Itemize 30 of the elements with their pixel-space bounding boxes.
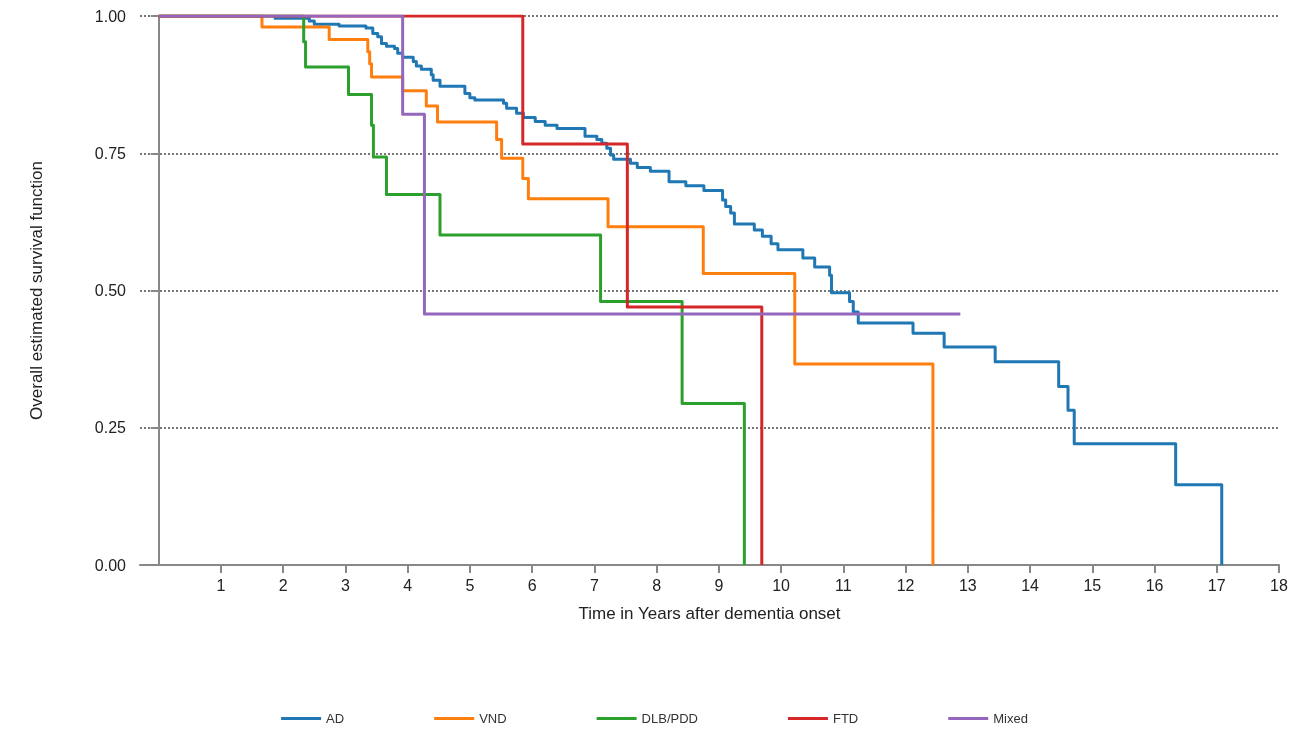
y-axis-title: Overall estimated survival function xyxy=(27,161,46,420)
x-tick-label: 14 xyxy=(1021,576,1040,594)
x-tick-label: 3 xyxy=(340,576,350,594)
x-tick-label: 2 xyxy=(278,576,288,594)
legend-label: FTD xyxy=(832,711,859,726)
x-tick-label: 1 xyxy=(216,576,226,594)
legend-label: AD xyxy=(326,711,345,726)
legend-label: Mixed xyxy=(993,711,1028,726)
x-tick-label: 4 xyxy=(403,576,413,594)
y-tick-label: 0.00 xyxy=(94,556,127,574)
x-tick-label: 13 xyxy=(958,576,977,594)
x-tick-label: 9 xyxy=(714,576,724,594)
x-tick-label: 11 xyxy=(835,576,852,594)
x-axis-title: Time in Years after dementia onset xyxy=(578,604,841,623)
x-tick-label: 12 xyxy=(896,576,915,594)
x-tick-label: 8 xyxy=(652,576,662,594)
x-tick-label: 16 xyxy=(1145,576,1164,594)
x-tick-label: 7 xyxy=(589,576,599,594)
y-tick-label: 0.75 xyxy=(94,144,127,162)
x-tick-label: 15 xyxy=(1083,576,1102,594)
x-tick-label: 5 xyxy=(465,576,475,594)
legend-label: DLB/PDD xyxy=(641,711,698,726)
x-tick-label: 18 xyxy=(1270,576,1288,594)
y-tick-label: 0.50 xyxy=(94,282,127,299)
legend-label: VND xyxy=(479,711,507,726)
x-tick-label: 17 xyxy=(1207,576,1226,594)
x-tick-label: 6 xyxy=(527,576,537,594)
y-tick-label: 1.00 xyxy=(94,7,127,25)
y-tick-label: 0.25 xyxy=(94,419,127,437)
x-tick-label: 10 xyxy=(772,576,791,594)
